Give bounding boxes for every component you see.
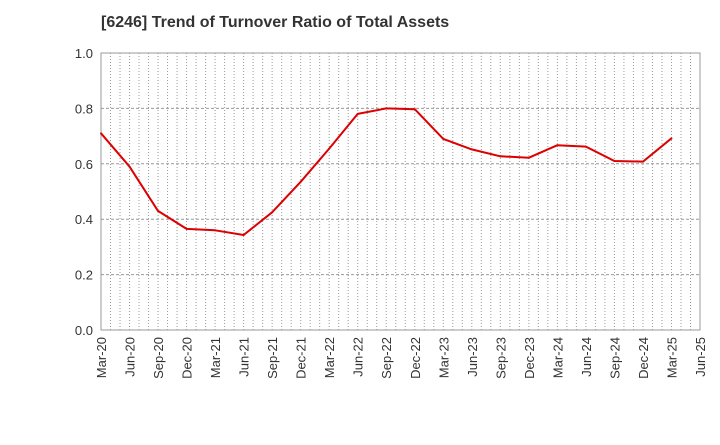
data-point	[527, 156, 530, 159]
data-point	[499, 155, 502, 158]
data-point	[413, 108, 416, 111]
plot-background	[101, 53, 700, 330]
y-tick-label: 0.2	[75, 268, 93, 283]
data-point	[470, 148, 473, 151]
x-tick-label: Mar-23	[436, 337, 451, 378]
data-point	[385, 107, 388, 110]
x-tick-label: Jun-20	[123, 337, 138, 377]
plot-frame	[100, 52, 701, 331]
data-point	[242, 233, 245, 236]
data-point	[185, 227, 188, 230]
y-tick-label: 0.8	[75, 101, 93, 116]
y-tick-label: 0.0	[75, 323, 93, 338]
x-tick-label: Jun-25	[693, 337, 708, 377]
x-tick-label: Jun-23	[465, 337, 480, 377]
x-tick-label: Dec-24	[636, 337, 651, 379]
x-tick-label: Jun-21	[237, 337, 252, 377]
x-tick-label: Dec-21	[294, 337, 309, 379]
x-tick-label: Mar-24	[550, 337, 565, 378]
x-tick-label: Mar-20	[94, 337, 109, 378]
y-tick-label: 1.0	[75, 46, 93, 61]
data-point	[641, 160, 644, 163]
data-point	[157, 209, 160, 212]
x-tick-label: Sep-23	[493, 337, 508, 379]
x-tick-label: Dec-22	[408, 337, 423, 379]
data-point	[670, 137, 673, 140]
data-point	[271, 211, 274, 214]
x-tick-label: Sep-21	[265, 337, 280, 379]
data-point	[442, 137, 445, 140]
x-tick-label: Sep-22	[379, 337, 394, 379]
data-point	[613, 160, 616, 163]
data-point	[328, 147, 331, 150]
x-tick-label: Mar-21	[208, 337, 223, 378]
data-point	[100, 132, 102, 135]
y-tick-label: 0.4	[75, 212, 93, 227]
x-tick-label: Sep-20	[151, 337, 166, 379]
x-tick-label: Mar-25	[664, 337, 679, 378]
data-point	[556, 144, 559, 147]
data-point	[214, 229, 217, 232]
chart-title: [6246] Trend of Turnover Ratio of Total …	[101, 14, 450, 31]
data-point	[584, 145, 587, 148]
data-point	[128, 165, 131, 168]
x-tick-label: Jun-24	[579, 337, 594, 377]
x-tick-label: Sep-24	[607, 337, 622, 379]
data-point	[299, 180, 302, 183]
x-tick-label: Dec-23	[522, 337, 537, 379]
data-point	[356, 112, 359, 115]
x-tick-label: Dec-20	[180, 337, 195, 379]
x-tick-label: Mar-22	[322, 337, 337, 378]
y-tick-label: 0.6	[75, 157, 93, 172]
x-tick-label: Jun-22	[351, 337, 366, 377]
